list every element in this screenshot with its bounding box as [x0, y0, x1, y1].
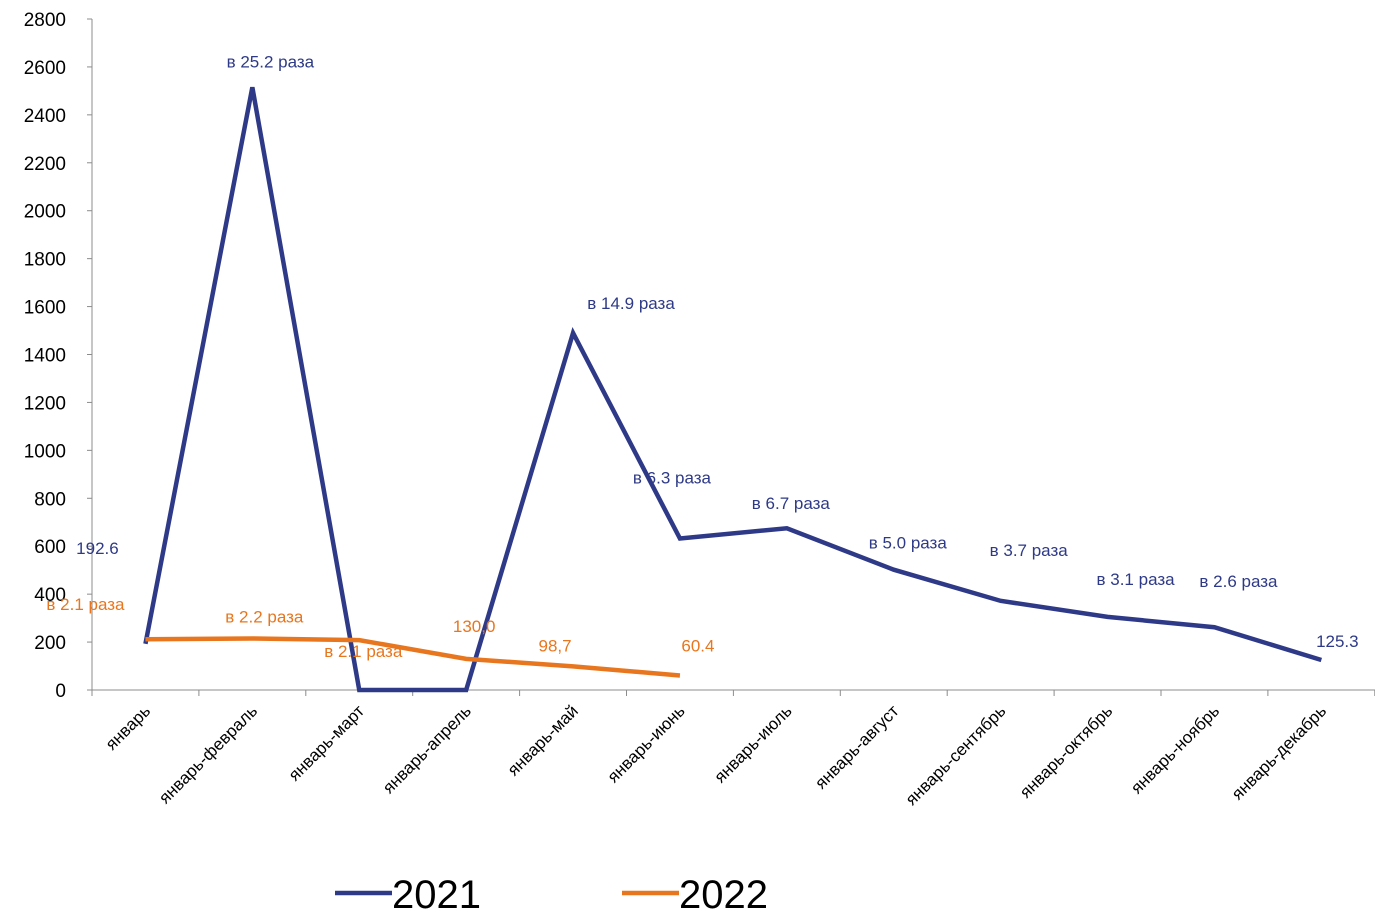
x-tick-label: январь-август [811, 701, 902, 792]
y-tick-label: 400 [34, 585, 66, 606]
data-label-2022: в 2.1 раза [46, 595, 125, 614]
x-tick-label: январь-май [504, 701, 582, 779]
x-tick-label: январь [102, 701, 155, 754]
x-tick-label: январь-сентябрь [902, 701, 1010, 809]
data-label-2021: в 6.7 раза [752, 494, 831, 513]
series-lines [143, 86, 1323, 693]
x-tick-label: январь-июль [710, 701, 795, 786]
data-label-2021: в 14.9 раза [587, 294, 675, 313]
x-tick-label: январь-октябрь [1016, 701, 1116, 801]
y-tick-label: 2000 [24, 202, 66, 223]
series-line-2022 [145, 636, 681, 678]
data-label-2021: в 6.3 раза [633, 469, 712, 488]
y-tick-label: 1200 [24, 393, 66, 414]
y-tick-label: 2200 [24, 154, 66, 175]
x-tick-label: январь-ноябрь [1127, 701, 1223, 797]
y-tick-label: 1000 [24, 441, 66, 462]
y-tick-label: 2600 [24, 58, 66, 79]
data-label-2021: в 25.2 раза [227, 52, 315, 71]
x-tick-label: январь-апрель [379, 701, 475, 797]
data-labels: 192.6 в 25.2 раза в 14.9 раза в 6.3 раза в 6… [46, 52, 1358, 661]
y-tick-label: 1400 [24, 346, 66, 367]
data-label-2021: в 3.1 раза [1097, 570, 1176, 589]
legend-label-2022: 2022 [679, 873, 768, 912]
legend-label-2021: 2021 [392, 873, 481, 912]
x-tick-label: январь-июнь [604, 701, 689, 786]
series-line-2021 [143, 86, 1323, 693]
x-tick-label: январь-март [285, 701, 368, 784]
y-tick-label: 200 [34, 633, 66, 654]
y-tick-label: 1800 [24, 250, 66, 271]
data-label-2022: 60.4 [681, 637, 714, 656]
data-label-2022: 98,7 [539, 636, 572, 655]
data-label-2021: 125.3 [1316, 632, 1359, 651]
y-tick-label: 2800 [24, 10, 66, 31]
y-tick-label: 800 [34, 489, 66, 510]
data-label-2022: 130,0 [453, 617, 496, 636]
y-tick-label: 1600 [24, 298, 66, 319]
data-label-2022: в 2.2 раза [225, 607, 304, 626]
axes: 0 200 400 600 800 1000 1200 1400 1600 1800 2000 220… [24, 10, 1375, 809]
y-tick-label: 0 [55, 681, 66, 702]
data-label-2022: в 2.1 раза [324, 642, 403, 661]
data-label-2021: в 5.0 раза [869, 534, 948, 553]
y-tick-label: 600 [34, 537, 66, 558]
x-tick-label: январь-февраль [155, 701, 261, 807]
x-tick-label: январь-декабрь [1228, 701, 1330, 803]
legend: 2021 2022 [335, 873, 768, 912]
y-tick-label: 2400 [24, 106, 66, 127]
data-label-2021: в 2.6 раза [1199, 572, 1278, 591]
data-label-2021: 192.6 [76, 539, 119, 558]
data-label-2021: в 3.7 раза [990, 541, 1069, 560]
